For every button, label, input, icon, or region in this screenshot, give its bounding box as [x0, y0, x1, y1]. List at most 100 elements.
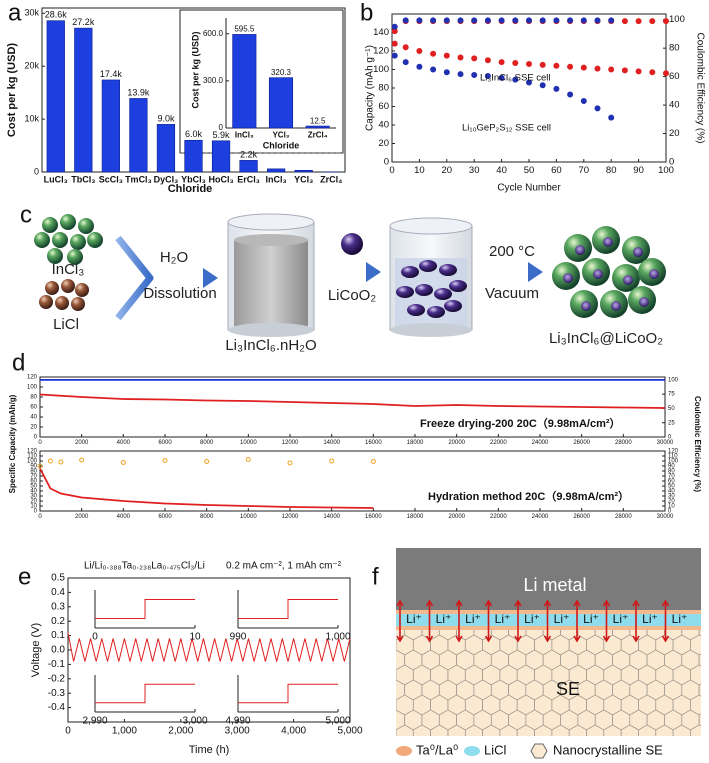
ion-label: Li⁺ [642, 612, 658, 626]
data-point [526, 60, 532, 67]
data-point [402, 59, 409, 66]
ion-layer: Li⁺ Li⁺ Li⁺ Li⁺ Li⁺ Li⁺ Li⁺ Li⁺ Li⁺ Li⁺ [396, 599, 687, 643]
bar [129, 98, 148, 173]
data-point [608, 17, 615, 24]
bar [294, 170, 313, 173]
y-tick-label: 20 [30, 425, 37, 431]
y-tick-label: 600.0 [203, 29, 224, 38]
grain [516, 724, 535, 736]
ion-arrow [632, 599, 640, 643]
label: Li₃InCl₆.nH₂O [225, 337, 316, 354]
bar [184, 139, 203, 173]
sphere [67, 249, 83, 265]
y-tick-label: 60 [30, 479, 37, 485]
x-tick-label: 20000 [448, 440, 465, 446]
value-label: 27.2k [72, 17, 95, 27]
series-label: Li₁₀GeP₂S₁₂ SSE cell [462, 123, 551, 134]
core [639, 297, 649, 307]
y-tick-label: 0.3 [51, 601, 65, 612]
liquid-top [234, 234, 308, 246]
arrow-head [366, 262, 381, 282]
grain [551, 724, 570, 736]
interface-diagram: Li metal SE Li⁺ Li⁺ Li⁺ Li⁺ Li⁺ Li⁺ Li⁺ Li⁺ Li⁺ L… [396, 548, 701, 759]
y2-tick-label: 90 [668, 464, 675, 470]
x-tick-label: YCl₃ [272, 130, 289, 139]
data-point [58, 459, 64, 465]
data-point [635, 18, 642, 25]
x-tick-label: 18000 [407, 440, 424, 446]
bar [74, 27, 93, 173]
y-tick-label: 50 [30, 484, 37, 490]
y-tick-label: 40 [30, 415, 37, 421]
grain [412, 724, 431, 736]
data-point [47, 458, 53, 464]
data-point [402, 44, 409, 51]
y-axis-label: Capacity (mAh g⁻¹) [365, 45, 376, 131]
panel-label: a [8, 0, 22, 26]
label: 200 °C [489, 243, 535, 260]
x-tick-label: 5,000 [325, 716, 350, 727]
arrow-head [203, 268, 218, 288]
liquid [234, 240, 308, 326]
core [563, 273, 573, 283]
annotation: Li/Li₀.₃₈₈Ta₀.₂₃₈La₀.₄₇₅Cl₃/Li [84, 561, 205, 572]
core [581, 301, 591, 311]
y-axis-label: Cost per kg (USD) [6, 43, 18, 137]
x-axis-label: Chloride [168, 183, 213, 195]
data-point [498, 74, 505, 81]
licl-layer [396, 614, 701, 626]
panel-label: d [12, 349, 25, 376]
y2-tick-label: 80 [668, 469, 675, 475]
data-point [512, 17, 519, 24]
data-point [567, 63, 574, 70]
x-tick-label: InCl₃ [266, 174, 287, 184]
y-tick-label: 100 [373, 64, 389, 75]
y2-tick-label: 20 [669, 128, 680, 139]
core [575, 245, 585, 255]
data-point [621, 67, 628, 74]
annotation: Freeze drying-200 20C（9.98mA/cm²） [420, 417, 621, 430]
data-point [430, 66, 437, 73]
y-axis-label: Specific Capacity (mAh/g) [8, 394, 17, 493]
x-tick-label: 0 [38, 514, 42, 520]
x-tick-label: TmCl₃ [125, 174, 152, 184]
value-label: 6.0k [185, 129, 203, 139]
data-point [471, 55, 478, 62]
x-tick-label: 6000 [158, 514, 172, 520]
x-tick-label: 3,000 [182, 716, 207, 727]
x-tick-label: 18000 [407, 514, 424, 520]
y2-tick-label: 10 [668, 504, 675, 510]
data-point [608, 114, 615, 121]
x-tick-label: 3,000 [225, 726, 250, 737]
data-point [443, 69, 450, 76]
x-tick-label: ZrCl₄ [308, 130, 328, 139]
data-point [391, 40, 398, 47]
data-point [621, 18, 628, 25]
sphere [52, 232, 68, 248]
x-tick-label: 1,000 [112, 726, 137, 737]
data-point [580, 64, 587, 71]
sphere [60, 214, 76, 230]
data-point [649, 69, 656, 76]
layer-label: Li metal [523, 575, 586, 595]
data-point [79, 457, 85, 463]
x-tick-label: 30000 [657, 514, 674, 520]
data-point [663, 18, 669, 25]
grain [672, 724, 691, 736]
arrow-head [528, 262, 543, 282]
ion-label: Li⁺ [465, 612, 481, 626]
bar [156, 124, 176, 173]
ion-arrow [514, 599, 522, 643]
x-tick-label: 4,000 [281, 726, 306, 737]
particle [439, 264, 457, 276]
y2-tick-label: 110 [668, 454, 678, 460]
x-tick-label: 1,000 [325, 632, 350, 643]
value-label: 5.9k [213, 130, 231, 140]
x-tick-label: 22000 [490, 514, 507, 520]
x-tick-label: 40 [496, 165, 507, 176]
x-tick-label: 0 [65, 726, 71, 737]
ion-label: Li⁺ [524, 612, 540, 626]
sphere [61, 279, 75, 293]
data-point [484, 17, 491, 24]
x-tick-label: 26000 [573, 514, 590, 520]
